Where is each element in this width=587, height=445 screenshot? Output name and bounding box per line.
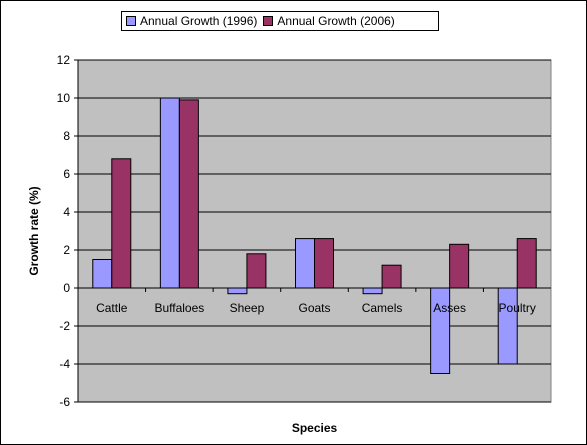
x-category-label: Buffaloes [154,301,204,315]
y-tick-label: 4 [63,205,70,219]
legend-label-1996: Annual Growth (1996) [140,14,258,28]
x-category-label: Camels [362,301,403,315]
x-category-label: Asses [433,301,466,315]
bar-sheep-1996 [227,287,248,295]
bar-buffaloes-2006 [178,99,199,289]
y-tick-label: -4 [59,357,70,371]
bar-camels-1996 [362,287,383,295]
legend-item-2006: Annual Growth (2006) [263,14,395,28]
legend-swatch-1996 [126,16,136,26]
x-category-label: Goats [298,301,330,315]
bar-buffaloes-1996 [159,97,180,289]
x-category-label: Sheep [230,301,265,315]
chart-legend: Annual Growth (1996) Annual Growth (2006… [121,11,439,31]
plot-area [77,59,552,403]
bar-asses-2006 [449,243,470,289]
legend-swatch-2006 [263,16,274,26]
bar-goats-1996 [295,238,315,289]
y-tick-label: 2 [63,243,70,257]
y-axis-title: Growth rate (%) [27,186,41,275]
x-axis-title: Species [292,421,338,435]
bar-cattle-1996 [92,259,113,289]
y-tick-label: -2 [59,319,70,333]
bar-cattle-2006 [111,158,132,289]
bar-goats-2006 [314,238,334,289]
bar-poultry-1996 [497,287,518,365]
bar-camels-2006 [381,264,402,289]
legend-item-1996: Annual Growth (1996) [126,14,257,28]
y-tick-label: 10 [57,91,71,105]
y-tick-label: 12 [57,53,71,67]
legend-label-2006: Annual Growth (2006) [277,14,395,28]
bar-sheep-2006 [246,253,267,289]
y-tick-label: 6 [63,167,70,181]
x-category-label: Poultry [499,301,536,315]
y-tick-label: 8 [63,129,70,143]
y-tick-label: 0 [63,281,70,295]
bar-poultry-2006 [516,238,537,289]
x-category-label: Cattle [96,301,128,315]
y-tick-label: -6 [59,395,70,409]
